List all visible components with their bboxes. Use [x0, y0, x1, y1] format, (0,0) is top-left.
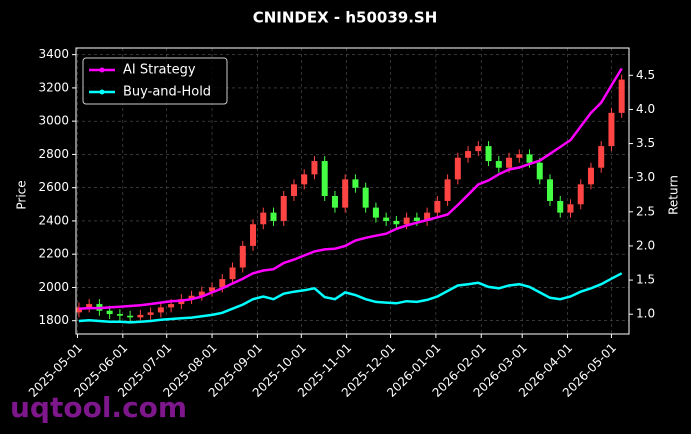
- candle-body: [567, 204, 574, 213]
- y2-tick-label: 1.5: [636, 273, 655, 287]
- candle-body: [321, 161, 328, 196]
- y-tick-label: 2400: [38, 213, 69, 227]
- candle-body: [434, 200, 441, 213]
- y-tick-label: 3400: [38, 47, 69, 61]
- candle-body: [127, 315, 134, 318]
- chart-title: CNINDEX - h50039.SH: [253, 9, 438, 27]
- candle-body: [608, 112, 615, 147]
- legend-marker: [99, 67, 105, 73]
- y2-tick-label: 2.0: [636, 238, 655, 252]
- candle-body: [137, 314, 144, 318]
- candle-body: [598, 146, 605, 168]
- candle-body: [311, 161, 318, 175]
- candle-body: [526, 154, 533, 163]
- candle-body: [393, 220, 400, 225]
- legend-marker: [99, 89, 105, 95]
- y-tick-label: 2200: [38, 247, 69, 261]
- candle-body: [239, 245, 246, 268]
- candle-body: [465, 151, 472, 158]
- candle-body: [618, 79, 625, 113]
- y2-tick-label: 4.0: [636, 102, 655, 116]
- plot-frame: [75, 47, 630, 335]
- candle-body: [424, 212, 431, 221]
- candle-body: [198, 291, 205, 296]
- y2-tick-label: 2.5: [636, 204, 655, 218]
- candle-body: [86, 304, 93, 308]
- legend-label: AI Strategy: [123, 63, 196, 78]
- y-tick-label: 2600: [38, 180, 69, 194]
- candle-body: [270, 212, 277, 221]
- candle-body: [454, 157, 461, 180]
- candle-body: [219, 279, 226, 288]
- candle-body: [342, 179, 349, 208]
- candle-body: [495, 161, 502, 168]
- candle-body: [75, 307, 82, 313]
- y2-axis-label: Return: [667, 175, 681, 215]
- candle-body: [475, 146, 482, 152]
- candle-body: [372, 207, 379, 218]
- candle-body: [147, 312, 154, 315]
- candle-body: [587, 167, 594, 185]
- candle-body: [577, 184, 584, 205]
- candle-body: [209, 287, 216, 292]
- candle-body: [557, 200, 564, 213]
- y-tick-label: 2000: [38, 280, 69, 294]
- y-tick-label: 3000: [38, 114, 69, 128]
- y2-tick-label: 4.5: [636, 68, 655, 82]
- series-line: [78, 272, 623, 324]
- y2-tick-label: 3.0: [636, 170, 655, 184]
- candle-body: [301, 174, 308, 185]
- candle-body: [331, 195, 338, 208]
- y-axis-label: Price: [15, 180, 29, 209]
- candle-body: [536, 162, 543, 180]
- watermark: uqtool.com: [10, 391, 187, 424]
- series-line: [78, 67, 623, 310]
- candle-body: [383, 217, 390, 221]
- candle-body: [547, 179, 553, 201]
- candle-body: [250, 224, 257, 246]
- candle-body: [229, 267, 236, 280]
- candle-body: [516, 154, 523, 158]
- candle-body: [444, 179, 451, 201]
- candle-body: [116, 314, 123, 316]
- candle-body: [485, 146, 492, 162]
- candle-body: [352, 179, 359, 188]
- legend-box: [82, 57, 228, 105]
- candle-body: [362, 187, 369, 208]
- candle-body: [260, 212, 267, 225]
- candle-body: [506, 157, 513, 168]
- candle-body: [290, 184, 297, 196]
- y2-tick-label: 3.5: [636, 136, 655, 150]
- candle-body: [413, 217, 420, 221]
- y-tick-label: 2800: [38, 147, 69, 161]
- y-tick-label: 1800: [38, 313, 69, 327]
- y2-tick-label: 1.0: [636, 307, 655, 321]
- candle-body: [106, 310, 113, 315]
- legend-label: Buy-and-Hold: [123, 85, 211, 100]
- candle-body: [403, 217, 410, 225]
- candle-body: [157, 307, 164, 313]
- candle-body: [280, 195, 287, 221]
- candle-body: [168, 304, 175, 308]
- candle-body: [188, 295, 195, 300]
- y-tick-label: 3200: [38, 80, 69, 94]
